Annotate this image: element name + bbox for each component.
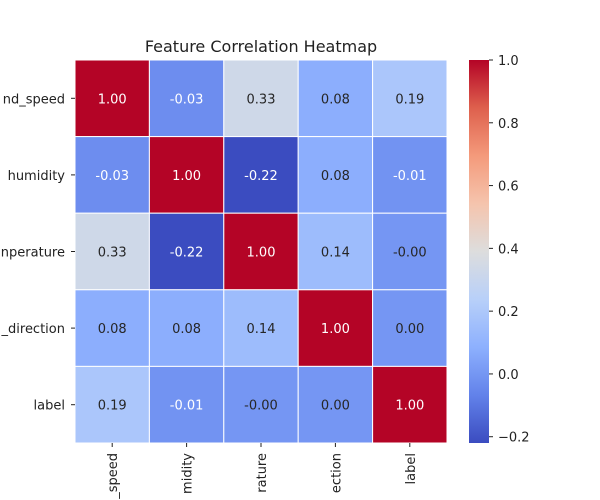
cell-value-label: 0.00: [395, 322, 424, 337]
cell-value-label: 1.00: [247, 246, 276, 261]
column-tick-label: _speed: [106, 453, 121, 500]
column-tick-label: ection: [329, 453, 344, 493]
colorbar: −0.2 0.0 0.2 0.4 0.6 0.8 1.0: [469, 54, 530, 446]
colorbar-tick-label: 0.8: [498, 117, 519, 132]
row-tick-label: label: [34, 399, 65, 414]
row-tick-label: _direction: [1, 322, 65, 337]
heatmap-cell-r2-c2: [223, 212, 299, 291]
heatmap-cell-r3-c2: [223, 289, 299, 367]
cell-value-label: 0.08: [321, 92, 350, 107]
heatmap-cell-r0-c3: [297, 59, 374, 138]
cell-value-label: 1.00: [98, 92, 127, 107]
heatmap-cell-r1-c2: [223, 136, 299, 214]
colorbar-tick-label: 0.6: [498, 180, 519, 195]
heatmap-cell-r3-c3: [297, 289, 374, 367]
cell-value-label: 1.00: [172, 169, 201, 184]
row-tick-label: nd_speed: [3, 92, 65, 107]
heatmap-cell-r4-c2: [223, 365, 299, 444]
row-tick-label: nperature: [1, 246, 65, 261]
heatmap-cell-r1-c0: [74, 136, 150, 214]
colorbar-gradient: [469, 60, 489, 443]
cell-value-label: -0.00: [393, 246, 427, 261]
column-tick-label: midity: [181, 453, 196, 494]
cell-value-label: 1.00: [395, 399, 424, 414]
heatmap-cell-r0-c2: [223, 59, 299, 138]
cell-value-label: -0.22: [244, 169, 278, 184]
cell-value-label: -0.22: [170, 246, 204, 261]
chart-title: Feature Correlation Heatmap: [145, 37, 377, 56]
colorbar-tick-label: 1.0: [498, 54, 519, 69]
heatmap-cell-r0-c0: [74, 59, 150, 138]
cell-value-label: 1.00: [321, 322, 350, 337]
cell-value-label: -0.01: [393, 169, 427, 184]
heatmap-cell-r4-c0: [74, 365, 150, 444]
cell-value-label: 0.19: [98, 399, 127, 414]
heatmap-cell-r0-c1: [148, 59, 225, 138]
cell-value-label: 0.08: [98, 322, 127, 337]
cell-value-label: 0.33: [98, 246, 127, 261]
heatmap-cell-r3-c1: [148, 289, 225, 367]
column-tick-label: label: [404, 453, 419, 484]
cell-value-label: 0.08: [172, 322, 201, 337]
cell-value-label: 0.14: [247, 322, 276, 337]
column-tick-labels: _speed midity rature ection label: [106, 443, 419, 500]
row-tick-label: humidity: [8, 169, 66, 184]
cell-value-label: -0.03: [95, 169, 129, 184]
colorbar-tick-label: 0.4: [498, 242, 519, 257]
colorbar-tick-label: −0.2: [498, 431, 530, 446]
heatmap-cell-labels: 1.00 -0.03 0.33 0.08 0.19 -0.03 1.00 -0.22 0.08 -…: [95, 92, 426, 413]
cell-value-label: 0.14: [321, 246, 350, 261]
cell-value-label: -0.00: [244, 399, 278, 414]
heatmap-cell-r2-c3: [297, 212, 374, 291]
cell-value-label: -0.03: [170, 92, 204, 107]
colorbar-tick-label: 0.0: [498, 368, 519, 383]
heatmap-cell-r3-c4: [372, 289, 448, 367]
heatmap-cells: [74, 59, 448, 444]
cell-value-label: -0.01: [170, 399, 204, 414]
cell-value-label: 0.00: [321, 399, 350, 414]
colorbar-tick-label: 0.2: [498, 305, 519, 320]
heatmap-cell-r4-c4: [372, 365, 448, 444]
heatmap-cell-r1-c4: [372, 136, 448, 214]
heatmap-cell-r4-c1: [148, 365, 225, 444]
cell-value-label: 0.08: [321, 169, 350, 184]
cell-value-label: 0.33: [247, 92, 276, 107]
cell-value-label: 0.19: [395, 92, 424, 107]
heatmap-cell-r2-c1: [148, 212, 225, 291]
heatmap-cell-r0-c4: [372, 59, 448, 138]
heatmap-cell-r2-c4: [372, 212, 448, 291]
column-tick-label: rature: [255, 453, 270, 493]
